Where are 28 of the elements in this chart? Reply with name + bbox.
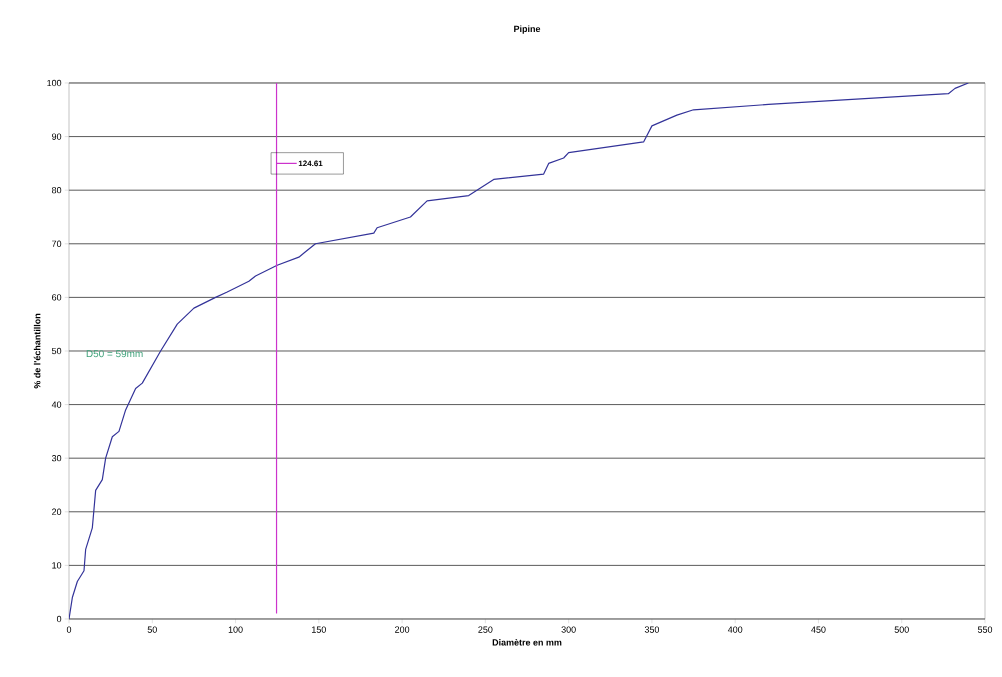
line-series bbox=[69, 82, 969, 619]
y-axis-title: % de l'échantillon bbox=[33, 313, 41, 389]
x-tick-label: 250 bbox=[478, 626, 493, 633]
y-tick-label: 80 bbox=[51, 187, 62, 194]
y-tick-label: 50 bbox=[51, 347, 62, 355]
y-tick-label: 40 bbox=[51, 401, 62, 408]
y-tick-label: 70 bbox=[52, 240, 62, 247]
y-tick-label: 100 bbox=[47, 79, 62, 87]
y-tick-label: 0 bbox=[56, 615, 62, 623]
annotation: D50 = 59mm bbox=[86, 350, 143, 358]
x-tick-label: 100 bbox=[228, 626, 243, 633]
x-tick-label: 450 bbox=[811, 626, 826, 633]
y-tick-label: 10 bbox=[52, 562, 62, 569]
x-tick-label: 300 bbox=[561, 626, 576, 633]
y-tick-label: 60 bbox=[52, 294, 62, 301]
x-tick-label: 400 bbox=[727, 626, 743, 633]
chart-title: Pipine bbox=[514, 25, 541, 34]
y-tick-label: 30 bbox=[51, 455, 62, 462]
x-tick-label: 50 bbox=[147, 626, 157, 633]
x-tick-label: 0 bbox=[66, 626, 72, 633]
x-tick-label: 150 bbox=[312, 626, 326, 633]
x-axis-title: Diamètre en mm bbox=[492, 638, 562, 646]
y-tick-label: 20 bbox=[52, 508, 62, 515]
x-tick-label: 500 bbox=[894, 626, 909, 633]
x-tick-label: 350 bbox=[644, 626, 660, 633]
y-tick-label: 90 bbox=[52, 133, 62, 140]
x-tick-label: 550 bbox=[977, 626, 993, 633]
x-tick-label: 200 bbox=[395, 626, 410, 633]
